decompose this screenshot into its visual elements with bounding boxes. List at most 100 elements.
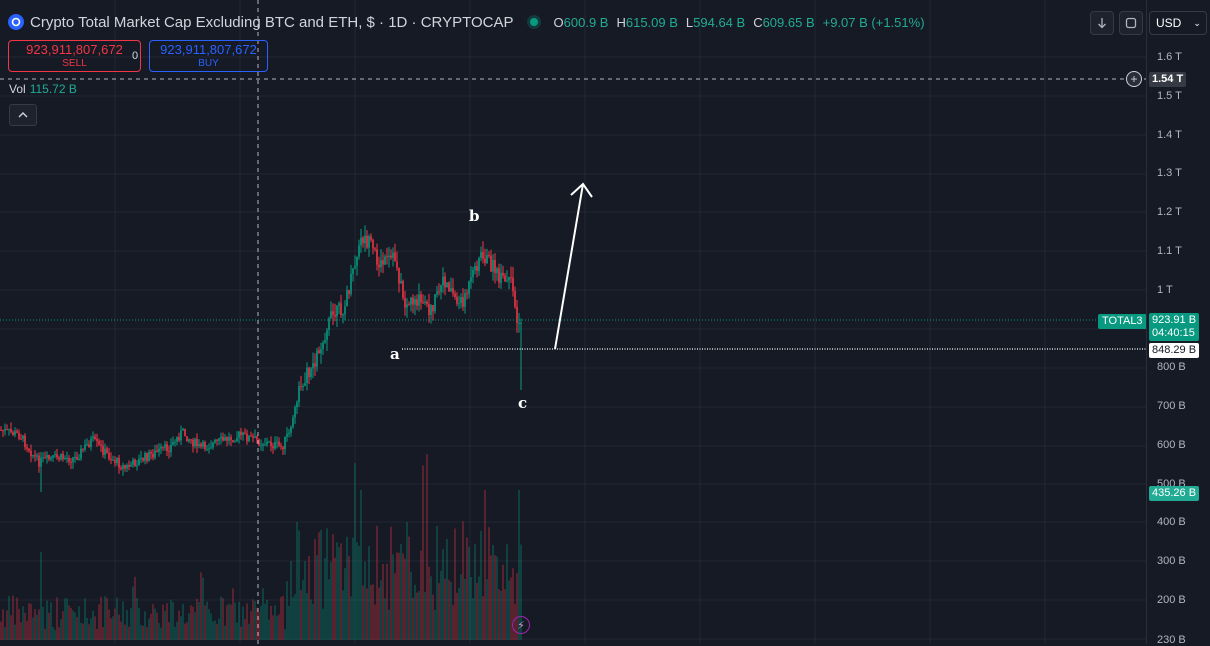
candle-body — [314, 363, 316, 367]
volume-bar — [354, 463, 356, 640]
candle-body — [184, 428, 186, 437]
symbol-title[interactable]: Crypto Total Market Cap Excluding BTC an… — [30, 13, 514, 31]
volume-bar — [286, 581, 288, 640]
high-label: H — [616, 14, 626, 30]
volume-bar — [120, 621, 122, 640]
candle-body — [22, 435, 24, 440]
candle-body — [206, 448, 208, 450]
candle-body — [110, 458, 112, 460]
volume-bar — [88, 624, 90, 640]
volume-bar — [98, 604, 100, 640]
volume-bar — [32, 617, 34, 640]
open-label: O — [553, 14, 564, 30]
volume-bar — [118, 614, 120, 640]
volume-bar — [454, 528, 456, 640]
arrow-down-icon[interactable] — [1090, 11, 1114, 35]
volume-bar — [30, 603, 32, 640]
volume-bar — [166, 603, 168, 640]
volume-bar — [480, 530, 482, 640]
candle-body — [324, 340, 326, 343]
fullscreen-icon[interactable] — [1119, 11, 1143, 35]
currency-select[interactable]: USD ⌄ — [1149, 11, 1207, 35]
candle-body — [312, 363, 314, 369]
volume-bar — [146, 627, 148, 640]
volume-bar — [204, 605, 206, 640]
price-tick: 400 B — [1157, 516, 1186, 528]
price-chart[interactable] — [0, 0, 1146, 644]
volume-bar — [422, 465, 424, 640]
volume-bar — [318, 532, 320, 640]
candle-body — [492, 259, 494, 272]
volume-bar — [160, 627, 162, 640]
candle-body — [176, 437, 178, 442]
collapse-legend-button[interactable] — [9, 104, 37, 126]
candle-body — [356, 256, 358, 266]
volume-bar — [240, 626, 242, 640]
volume-bar — [388, 609, 390, 640]
candle-body — [202, 442, 204, 447]
change-value: +9.07 B (+1.51%) — [822, 14, 925, 30]
volume-bar — [218, 618, 220, 640]
lightning-icon[interactable]: ⚡ — [512, 616, 530, 634]
candle-body — [350, 274, 352, 294]
market-status-icon[interactable] — [529, 18, 538, 26]
candle-body — [58, 457, 60, 460]
candle-body — [200, 443, 202, 447]
volume-bar — [186, 622, 188, 640]
volume-bar — [474, 544, 476, 640]
candle-body — [40, 457, 42, 467]
candle-body — [194, 438, 196, 447]
volume-bar — [282, 595, 284, 640]
volume-bar — [420, 550, 422, 640]
buy-button[interactable]: 923,911,807,672 BUY — [149, 40, 268, 72]
volume-bar — [298, 530, 300, 640]
bar-countdown: 04:40:15 — [1152, 327, 1195, 339]
candle-body — [488, 254, 490, 256]
scroll-down-button[interactable] — [1090, 11, 1114, 35]
candle-body — [490, 255, 492, 272]
volume-bar — [84, 598, 86, 640]
candle-body — [34, 455, 36, 457]
series-tag: TOTAL3 — [1098, 314, 1147, 329]
candle-body — [448, 282, 450, 292]
candle-body — [338, 303, 340, 306]
volume-bar — [368, 546, 370, 640]
volume-bar — [128, 626, 130, 640]
candle-body — [416, 299, 418, 306]
volume-bar — [270, 605, 272, 640]
candle-body — [264, 444, 266, 446]
chart-header: Crypto Total Market Cap Excluding BTC an… — [8, 8, 925, 36]
candle-body — [72, 457, 74, 463]
volume-bar — [450, 582, 452, 640]
candle-body — [470, 277, 472, 282]
volume-bar — [390, 526, 392, 640]
candle-body — [84, 444, 86, 450]
volume-bar — [360, 490, 362, 640]
plus-circle-icon[interactable]: + — [1126, 71, 1142, 87]
chevron-up-icon — [18, 112, 28, 118]
candle-body — [354, 265, 356, 269]
price-axis[interactable]: 1.6 T 1.5 T 1.4 T 1.3 T 1.2 T 1.1 T 1 T … — [1146, 0, 1210, 646]
volume-bar — [456, 592, 458, 640]
fullscreen-button[interactable] — [1119, 11, 1143, 35]
volume-bar — [232, 588, 234, 640]
candle-body — [252, 436, 254, 438]
volume-bar — [486, 579, 488, 640]
candle-body — [228, 437, 230, 441]
volume-bar — [238, 601, 240, 640]
volume-bar — [114, 608, 116, 640]
candle-body — [480, 251, 482, 258]
candle-body — [468, 281, 470, 294]
candle-body — [28, 448, 30, 451]
sell-button[interactable]: 923,911,807,672 SELL — [8, 40, 141, 72]
chart-area[interactable]: Crypto Total Market Cap Excluding BTC an… — [0, 0, 1147, 644]
candle-body — [134, 459, 136, 467]
volume-bar — [436, 526, 438, 640]
volume-bar — [442, 549, 444, 640]
volume-bar — [178, 610, 180, 640]
candle-body — [340, 303, 342, 316]
candle-body — [310, 368, 312, 378]
cryptocap-logo-icon — [8, 14, 24, 30]
candle-body — [78, 458, 80, 460]
candle-body — [320, 349, 322, 354]
